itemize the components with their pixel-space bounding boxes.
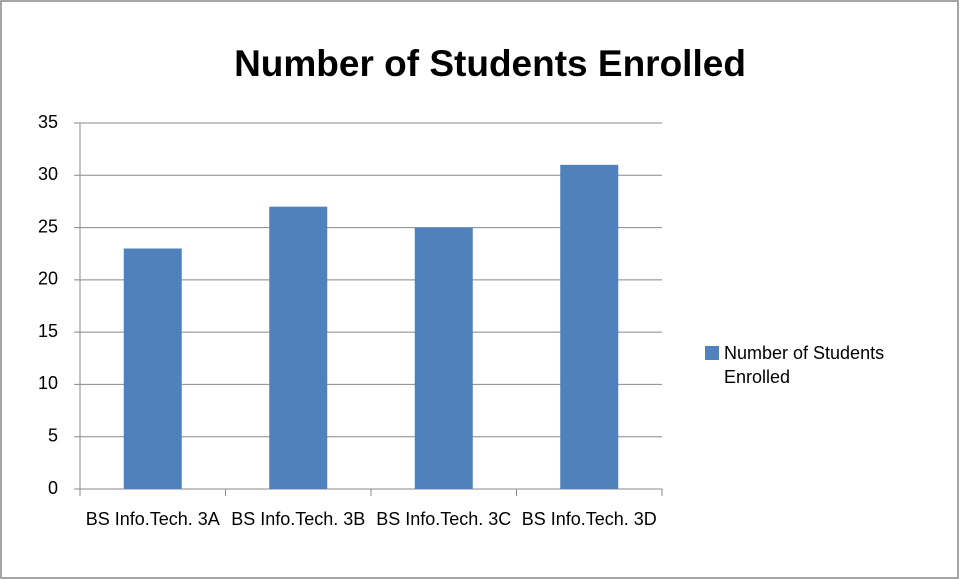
y-tick-label: 35 xyxy=(38,112,58,132)
legend-swatch xyxy=(705,346,719,360)
y-tick-label: 30 xyxy=(38,164,58,184)
chart-title: Number of Students Enrolled xyxy=(234,43,746,84)
bar xyxy=(269,206,328,489)
y-tick-label: 10 xyxy=(38,373,58,393)
bar xyxy=(414,227,473,490)
y-tick-label: 20 xyxy=(38,269,58,289)
x-tick-label: BS Info.Tech. 3C xyxy=(376,509,512,529)
x-tick-label: BS Info.Tech. 3D xyxy=(521,509,657,529)
y-tick-label: 0 xyxy=(48,478,58,498)
bar xyxy=(123,248,182,489)
x-tick-label: BS Info.Tech. 3B xyxy=(231,509,366,529)
legend-label: Number of Students Enrolled xyxy=(724,343,885,387)
bar xyxy=(560,164,619,490)
y-tick-label: 15 xyxy=(38,321,58,341)
y-tick-label: 5 xyxy=(48,425,58,445)
y-tick-label: 25 xyxy=(38,216,58,236)
x-tick-label: BS Info.Tech. 3A xyxy=(85,509,220,529)
